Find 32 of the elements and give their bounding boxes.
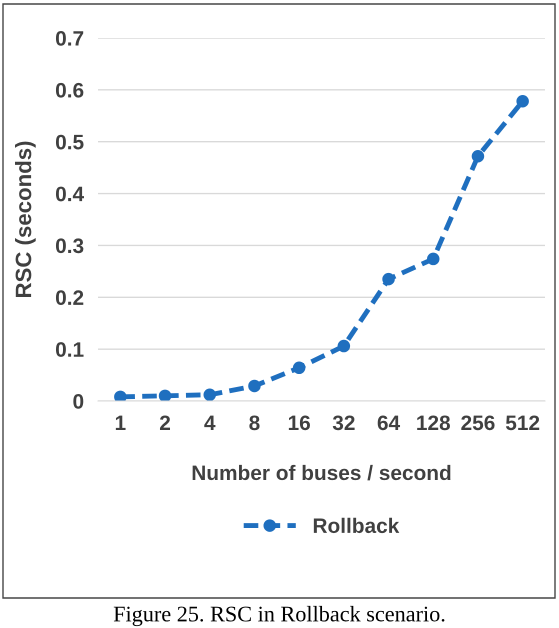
y-tick-label: 0.4: [56, 186, 84, 202]
x-tick-label: 1: [116, 416, 126, 430]
x-tick-label: 16: [288, 415, 310, 430]
y-tick-label: 0.5: [56, 134, 84, 150]
x-tick-label: 32: [332, 415, 355, 430]
x-tick-label: 128: [417, 415, 450, 430]
y-tick-label: 0.6: [56, 82, 84, 98]
y-axis-title: RSC (seconds): [14, 142, 36, 298]
y-tick-label: 0: [73, 394, 84, 409]
x-tick-label: 256: [461, 415, 495, 430]
point: [382, 272, 395, 286]
legend-label: Rollback: [314, 518, 400, 534]
x-tick-label: 512: [506, 415, 540, 430]
point: [158, 390, 172, 401]
x-tick-label: 2: [160, 415, 170, 430]
point: [516, 95, 529, 108]
y-tick-label: 0.1: [56, 342, 84, 357]
point: [292, 362, 306, 374]
point: [427, 252, 440, 266]
point: [472, 150, 484, 162]
y-tick-label: 0.2: [56, 290, 84, 306]
point: [248, 380, 261, 392]
x-tick-label: 64: [378, 415, 400, 430]
point: [204, 388, 216, 401]
point: [114, 390, 127, 401]
point: [338, 340, 350, 352]
x-tick-label: 4: [204, 416, 216, 430]
caption: Figure 25. RSC in Rollback scenario.: [114, 606, 444, 626]
y-tick-label: 0.3: [56, 238, 84, 254]
x-tick-label: 8: [249, 415, 260, 430]
x-axis-title: Number of buses / second: [192, 464, 450, 480]
y-tick-label: 0.7: [56, 31, 84, 46]
